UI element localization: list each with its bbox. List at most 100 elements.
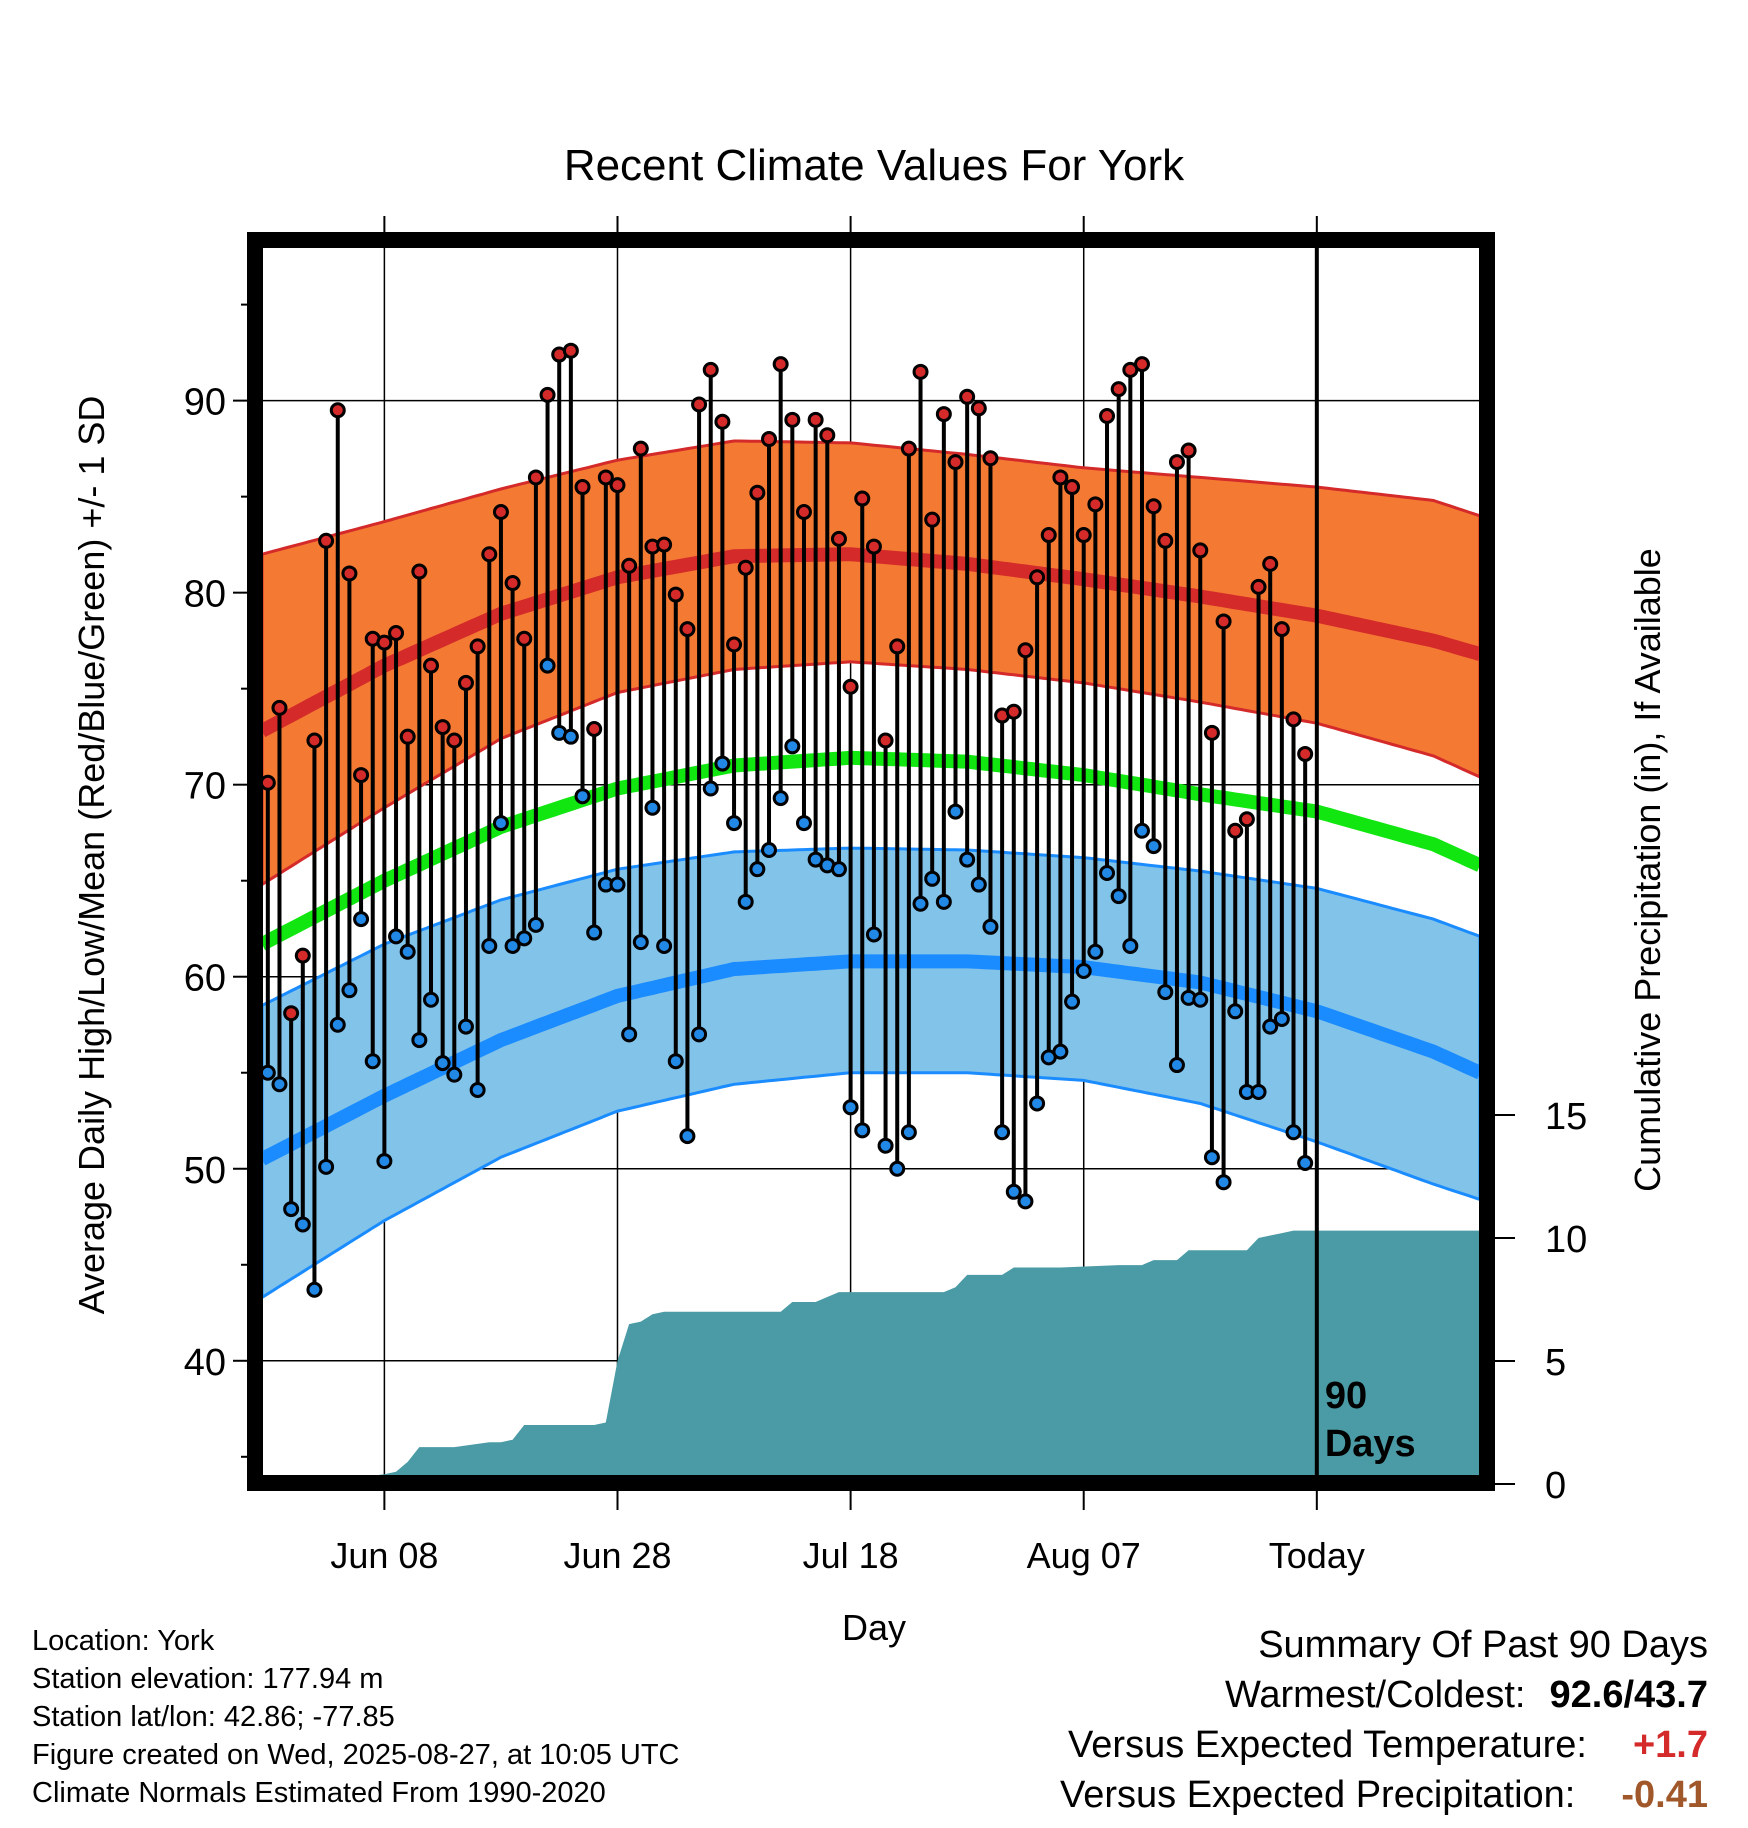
low-temp-point <box>1203 1149 1220 1166</box>
high-temp-point <box>423 657 440 674</box>
low-temp-point <box>830 861 847 878</box>
high-temp-point <box>609 477 626 494</box>
x-axis-label: Day <box>842 1607 906 1648</box>
x-tick-label: Jul 18 <box>803 1535 899 1576</box>
low-temp-point <box>679 1128 696 1145</box>
high-temp-point <box>854 490 871 507</box>
low-temp-point <box>982 918 999 935</box>
high-temp-point <box>1180 442 1197 459</box>
low-temp-point <box>1064 993 1081 1010</box>
high-temp-point <box>434 719 451 736</box>
high-temp-point <box>691 396 708 413</box>
low-normal-line <box>258 954 1483 1166</box>
low-temp-point <box>761 841 778 858</box>
low-temp-point <box>411 1032 428 1049</box>
low-temp-point <box>504 937 521 954</box>
axes-group: 40 50 60 70 80 90 0 5 10 15 Jun 08 Jun 28 Jul 18 Aug … <box>184 216 1587 1576</box>
low-temp-point <box>621 1026 638 1043</box>
high-temp-point <box>621 557 638 574</box>
elevation-text: Station elevation: 177.94 m <box>32 1663 384 1695</box>
low-temp-point <box>1145 838 1162 855</box>
low-temp-point <box>364 1053 381 1070</box>
high-temp-point <box>516 630 533 647</box>
precipitation-area <box>262 1230 1480 1484</box>
low-temp-point <box>1099 865 1116 882</box>
y2-tick-label: 15 <box>1545 1096 1587 1138</box>
summary-panel: Summary Of Past 90 Days Warmest/Coldest:… <box>1060 1620 1708 1820</box>
low-temp-point <box>283 1201 300 1218</box>
high-temp-point <box>726 636 743 653</box>
low-temp-point <box>737 893 754 910</box>
high-temp-point <box>1227 822 1244 839</box>
high-temp-point <box>959 388 976 405</box>
high-temp-point <box>912 363 929 380</box>
low-temp-point <box>656 937 673 954</box>
low-temp-point <box>1297 1154 1314 1171</box>
y-tick-label: 70 <box>184 766 226 808</box>
high-temp-point <box>924 511 941 528</box>
low-temp-point <box>702 780 719 797</box>
low-temp-point <box>1005 1183 1022 1200</box>
y-tick-label: 40 <box>184 1342 226 1384</box>
high-temp-point <box>376 634 393 651</box>
high-temp-point <box>795 504 812 521</box>
high-temp-point <box>1064 479 1081 496</box>
low-temp-point <box>353 911 370 928</box>
low-temp-point <box>632 934 649 951</box>
coldest-value: 43.7 <box>1634 1674 1708 1716</box>
high-normal-line <box>258 547 1482 738</box>
high-temp-point <box>1005 703 1022 720</box>
high-temp-point <box>318 532 335 549</box>
plot-frame-group: 90 Days <box>247 232 1495 1491</box>
low-temp-point <box>959 851 976 868</box>
high-temp-point <box>1215 613 1232 630</box>
low-temp-point <box>609 876 626 893</box>
high-temp-point <box>1133 356 1150 373</box>
low-temp-point <box>1110 888 1127 905</box>
high-sd-band <box>260 439 1482 888</box>
high-temp-point <box>329 402 346 419</box>
precip-label: Versus Expected Precipitation: <box>1059 1774 1576 1816</box>
low-temp-point <box>935 893 952 910</box>
low-temp-point <box>259 1064 276 1081</box>
high-temp-point <box>749 484 766 501</box>
high-temp-point <box>597 469 614 486</box>
high-temp-point <box>259 774 276 791</box>
low-temp-point <box>889 1160 906 1177</box>
low-temp-point <box>1285 1124 1302 1141</box>
low-temp-point <box>1215 1174 1232 1191</box>
high-temp-point <box>562 342 579 359</box>
high-temp-point <box>353 767 370 784</box>
y2-tick-label: 5 <box>1545 1342 1566 1384</box>
high-temp-point <box>679 621 696 638</box>
high-temp-point <box>294 947 311 964</box>
low-temp-point <box>271 1076 288 1093</box>
low-temp-point <box>795 815 812 832</box>
high-temp-point <box>341 565 358 582</box>
high-temp-point <box>306 732 323 749</box>
today-days-word: Days <box>1325 1423 1416 1465</box>
high-temp-point <box>1168 454 1185 471</box>
low-temp-point <box>1052 1043 1069 1060</box>
low-temp-point <box>865 926 882 943</box>
low-temp-point <box>691 1026 708 1043</box>
low-temp-point <box>842 1099 859 1116</box>
high-temp-point <box>504 575 521 592</box>
high-temp-point <box>271 699 288 716</box>
low-temp-point <box>492 815 509 832</box>
high-temp-point <box>399 728 416 745</box>
low-temp-point <box>854 1122 871 1139</box>
location-text: Location: York <box>32 1625 215 1657</box>
high-temp-point <box>877 732 894 749</box>
high-temp-point <box>388 624 405 641</box>
precip-value: -0.41 <box>1621 1774 1708 1816</box>
high-temp-point <box>469 638 486 655</box>
low-temp-point <box>388 928 405 945</box>
high-temp-point <box>1099 407 1116 424</box>
high-temp-point <box>283 1005 300 1022</box>
high-temp-point <box>481 546 498 563</box>
high-temp-point <box>772 356 789 373</box>
low-temp-point <box>772 790 789 807</box>
high-temp-point <box>702 361 719 378</box>
high-temp-point <box>865 538 882 555</box>
